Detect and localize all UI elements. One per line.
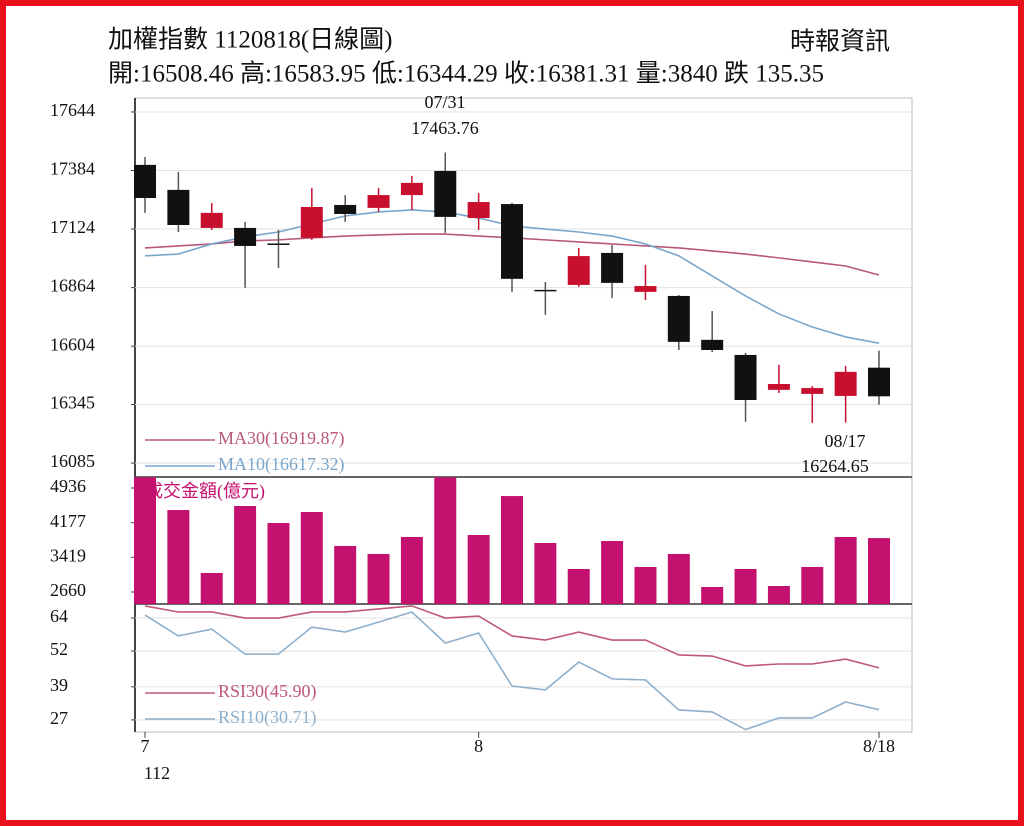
candle-body <box>167 189 190 226</box>
panel-title: 成交金額(億元) <box>145 481 265 502</box>
y-tick-label: 3419 <box>50 545 86 565</box>
candle-body <box>767 383 790 390</box>
volume-bar <box>701 587 724 604</box>
y-tick-label: 16604 <box>50 334 95 354</box>
y-tick-label: 52 <box>50 639 68 659</box>
y-tick-label: 16345 <box>50 393 95 413</box>
y-tick-label: 4936 <box>50 476 86 496</box>
volume-bar <box>868 538 890 604</box>
volume-bar <box>200 572 223 604</box>
y-tick-label: 17384 <box>50 159 95 179</box>
annotation-date: 08/17 <box>824 431 865 451</box>
x-tick-label: 8/18 <box>863 736 895 756</box>
y-tick-label: 16864 <box>50 276 95 296</box>
candle-body <box>634 286 657 292</box>
candle-body <box>134 164 156 198</box>
volume-bar <box>367 553 390 604</box>
legend-label: RSI30(45.90) <box>218 681 317 702</box>
volume-bar <box>167 510 190 604</box>
candle-body <box>601 252 624 283</box>
volume-bar <box>501 496 523 604</box>
title: 加權指數 1120818(日線圖) <box>108 26 392 54</box>
volume-bar <box>634 566 657 604</box>
source: 時報資訊 <box>790 28 890 56</box>
y-tick-label: 39 <box>50 675 68 695</box>
volume-bar <box>300 512 323 604</box>
y-tick-label: 64 <box>50 606 68 626</box>
stats: 開:16508.46 高:16583.95 低:16344.29 收:16381… <box>108 60 824 88</box>
volume-bar <box>734 569 757 604</box>
candle-body <box>434 170 457 217</box>
y-tick-label: 16085 <box>50 451 95 471</box>
candle-body <box>667 295 690 342</box>
volume-bar <box>567 569 590 604</box>
y-tick-label: 17124 <box>50 217 95 237</box>
candle-body <box>734 354 757 400</box>
x-sublabel: 112 <box>144 763 170 783</box>
volume-bar <box>834 536 857 604</box>
y-tick-label: 27 <box>50 708 68 728</box>
candle-body <box>567 256 590 285</box>
legend-label: MA30(16919.87) <box>218 428 345 449</box>
candle-body <box>534 289 557 292</box>
candle-body <box>701 339 724 350</box>
candle-body <box>868 367 890 397</box>
candle-body <box>334 204 357 214</box>
series-line <box>144 611 880 731</box>
y-tick-label: 17644 <box>50 100 95 120</box>
volume-bar <box>667 553 690 604</box>
candle-body <box>400 182 423 196</box>
volume-bar <box>400 536 423 604</box>
volume-bar <box>767 586 790 604</box>
volume-bar <box>601 541 624 604</box>
legend-label: RSI10(30.71) <box>218 707 317 728</box>
volume-bar <box>801 566 824 604</box>
series-line <box>144 605 880 669</box>
candle-body <box>834 371 857 396</box>
candle-body <box>234 227 257 246</box>
candle-body <box>300 206 323 238</box>
annotation-value: 16264.65 <box>801 456 869 476</box>
candle-body <box>801 388 824 394</box>
legend-label: MA10(16617.32) <box>218 454 345 475</box>
candle-body <box>501 204 523 279</box>
candle-body <box>267 243 290 245</box>
candle-body <box>200 212 223 228</box>
candle-body <box>367 195 390 208</box>
annotation-date: 07/31 <box>424 92 465 112</box>
candle-body <box>467 202 490 219</box>
volume-bar <box>234 506 257 604</box>
x-tick-label: 7 <box>141 736 150 756</box>
annotation-value: 17463.76 <box>411 118 479 138</box>
y-tick-label: 4177 <box>50 511 86 531</box>
volume-bar <box>134 477 156 604</box>
volume-bar <box>534 543 557 604</box>
volume-bar <box>334 545 357 604</box>
volume-bar <box>267 523 290 604</box>
x-tick-label: 8 <box>474 736 483 756</box>
volume-bar <box>467 535 490 604</box>
y-tick-label: 2660 <box>50 580 86 600</box>
volume-bar <box>434 477 457 604</box>
